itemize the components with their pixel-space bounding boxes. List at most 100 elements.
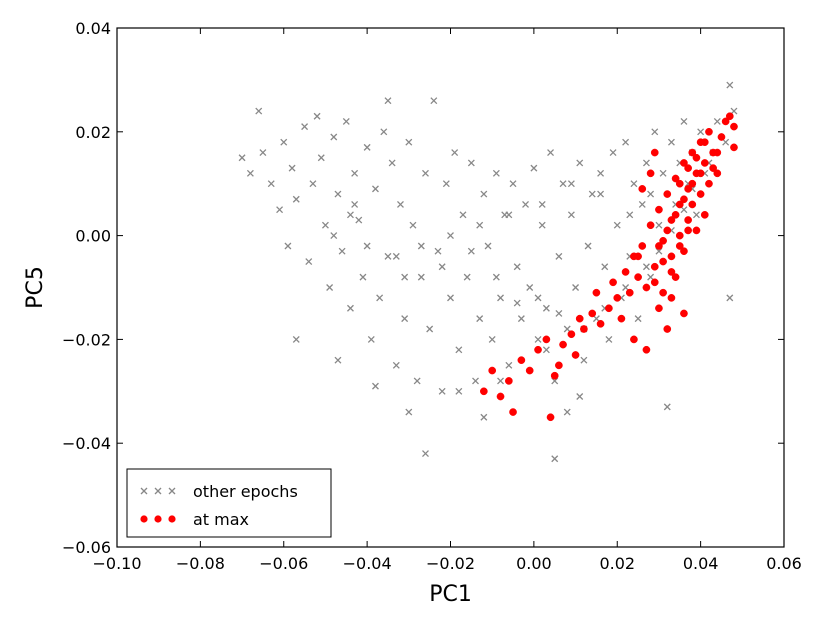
x-stroke: [467, 159, 475, 167]
y-tick-label: 0.04: [75, 19, 111, 38]
data-point-other-epochs: [497, 294, 504, 302]
data-point-at-max: [617, 314, 626, 323]
x-stroke: [317, 154, 325, 162]
data-point-other-epochs: [492, 169, 500, 177]
data-point-other-epochs: [276, 206, 284, 214]
data-point-other-epochs: [492, 273, 500, 281]
data-point-other-epochs: [726, 81, 734, 89]
x-stroke: [526, 284, 534, 291]
data-point-at-max: [542, 335, 551, 344]
data-point-at-max: [721, 117, 730, 126]
x-stroke: [405, 138, 413, 146]
data-point-at-max: [646, 169, 655, 178]
data-point-at-max: [680, 159, 688, 167]
data-point-other-epochs: [572, 284, 580, 291]
data-point-other-epochs: [301, 123, 309, 131]
data-point-other-epochs: [388, 159, 396, 167]
data-point-other-epochs: [605, 335, 613, 343]
data-point-at-max: [575, 314, 584, 323]
x-tick-label: −0.06: [259, 554, 308, 573]
x-stroke: [667, 138, 675, 146]
x-stroke: [680, 117, 688, 125]
data-point-at-max: [634, 252, 642, 261]
data-point-other-epochs: [584, 242, 592, 250]
data-point-other-epochs: [401, 273, 409, 281]
data-point-other-epochs: [405, 138, 413, 146]
x-stroke: [417, 242, 425, 250]
x-stroke: [488, 335, 496, 343]
data-point-other-epochs: [346, 304, 354, 312]
x-stroke: [622, 138, 630, 146]
data-point-other-epochs: [647, 273, 655, 281]
data-point-at-max: [730, 143, 738, 152]
x-stroke: [563, 325, 571, 333]
data-point-other-epochs: [442, 180, 450, 188]
x-stroke: [726, 81, 734, 89]
data-point-at-max: [646, 221, 655, 230]
data-point-at-max: [709, 164, 717, 172]
data-point-other-epochs: [659, 169, 667, 177]
y-tick-label: 0.02: [75, 123, 111, 142]
y-axis-label: PC5: [23, 266, 48, 309]
x-stroke: [597, 190, 605, 198]
data-point-at-max: [692, 226, 701, 235]
data-point-other-epochs: [667, 138, 675, 146]
data-point-other-epochs: [334, 190, 342, 198]
data-point-other-epochs: [651, 128, 659, 136]
data-point-other-epochs: [592, 315, 600, 323]
x-stroke: [513, 299, 521, 307]
data-point-other-epochs: [438, 387, 446, 395]
data-point-other-epochs: [697, 128, 705, 136]
data-point-other-epochs: [567, 211, 575, 219]
x-stroke: [463, 273, 471, 281]
data-point-at-max: [621, 268, 630, 276]
data-point-at-max: [571, 351, 580, 359]
x-stroke: [505, 361, 513, 369]
data-point-at-max: [634, 273, 642, 281]
data-point-at-max: [638, 185, 647, 193]
data-point-other-epochs: [555, 252, 563, 260]
data-point-other-epochs: [730, 107, 738, 115]
data-point-other-epochs: [447, 232, 454, 240]
data-point-other-epochs: [638, 201, 646, 208]
data-point-other-epochs: [655, 221, 663, 229]
data-point-other-epochs: [438, 263, 446, 271]
data-point-at-max: [705, 127, 713, 136]
data-point-at-max: [517, 356, 526, 365]
data-point-other-epochs: [417, 242, 425, 250]
data-point-at-max: [717, 133, 726, 141]
x-stroke: [455, 346, 463, 354]
data-point-other-epochs: [476, 221, 484, 229]
data-point-other-epochs: [351, 169, 359, 177]
x-stroke: [409, 221, 417, 229]
x-tick-label: 0.06: [766, 554, 802, 573]
x-stroke: [154, 487, 162, 495]
data-point-other-epochs: [530, 164, 538, 172]
x-stroke: [334, 190, 342, 198]
data-point-other-epochs: [372, 382, 379, 390]
x-stroke: [572, 284, 580, 291]
x-stroke: [313, 112, 321, 120]
x-stroke: [363, 143, 371, 151]
data-point-other-epochs: [497, 377, 504, 385]
data-point-other-epochs: [359, 273, 367, 281]
data-point-other-epochs: [538, 221, 546, 229]
x-stroke: [592, 315, 600, 323]
data-point-at-max: [609, 278, 617, 287]
data-point-at-max: [655, 242, 663, 250]
data-point-other-epochs: [642, 263, 650, 271]
data-point-other-epochs: [330, 133, 338, 141]
data-point-other-epochs: [292, 195, 300, 203]
x-stroke: [492, 169, 500, 177]
x-tick-label: 0.02: [599, 554, 635, 573]
data-point-at-max: [713, 148, 722, 157]
x-stroke: [713, 117, 721, 125]
x-stroke: [647, 273, 655, 281]
x-stroke: [497, 377, 504, 385]
data-point-other-epochs: [459, 211, 467, 219]
data-point-at-max: [588, 309, 597, 318]
x-stroke: [346, 211, 354, 219]
x-stroke: [730, 107, 738, 115]
